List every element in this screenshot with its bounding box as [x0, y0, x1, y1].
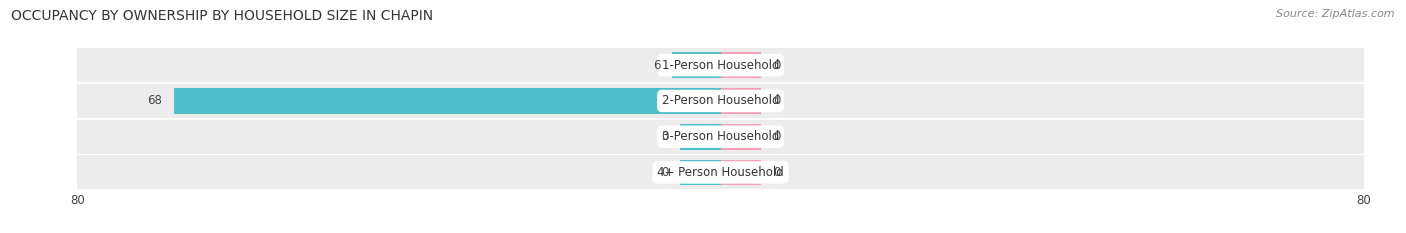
- Bar: [174, 88, 721, 114]
- Bar: [77, 84, 1364, 118]
- Text: 0: 0: [661, 130, 668, 143]
- Bar: [681, 124, 721, 150]
- Text: 0: 0: [661, 166, 668, 179]
- Bar: [77, 120, 1364, 154]
- Text: 0: 0: [773, 59, 780, 72]
- Bar: [681, 160, 721, 185]
- Text: 0: 0: [773, 166, 780, 179]
- Text: 1-Person Household: 1-Person Household: [662, 59, 779, 72]
- Bar: [721, 160, 761, 185]
- Text: Source: ZipAtlas.com: Source: ZipAtlas.com: [1277, 9, 1395, 19]
- Bar: [721, 52, 761, 78]
- Bar: [672, 52, 721, 78]
- Text: 6: 6: [652, 59, 661, 72]
- Text: 2-Person Household: 2-Person Household: [662, 94, 779, 107]
- Text: 68: 68: [146, 94, 162, 107]
- Text: 0: 0: [773, 130, 780, 143]
- Bar: [721, 124, 761, 150]
- Text: 3-Person Household: 3-Person Household: [662, 130, 779, 143]
- Bar: [77, 155, 1364, 189]
- Text: 4+ Person Household: 4+ Person Household: [657, 166, 785, 179]
- Bar: [77, 48, 1364, 82]
- Bar: [721, 88, 761, 114]
- Text: 0: 0: [773, 94, 780, 107]
- Text: OCCUPANCY BY OWNERSHIP BY HOUSEHOLD SIZE IN CHAPIN: OCCUPANCY BY OWNERSHIP BY HOUSEHOLD SIZE…: [11, 9, 433, 23]
